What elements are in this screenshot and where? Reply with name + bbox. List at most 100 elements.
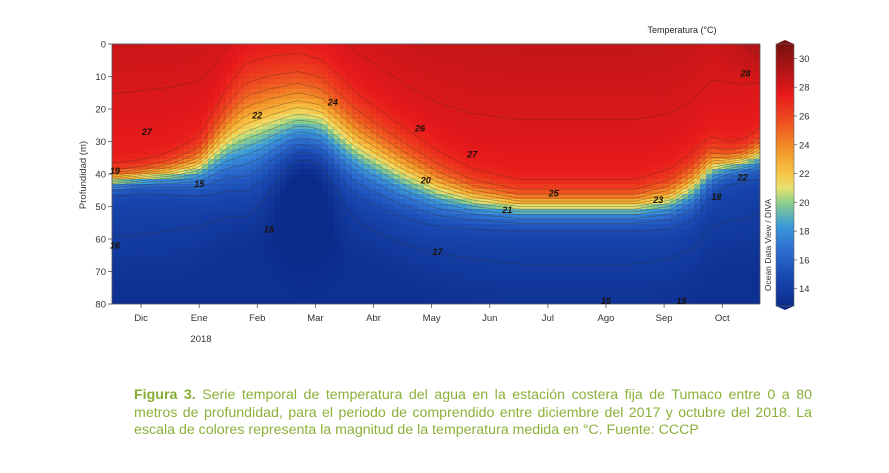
heatmap-cell — [406, 269, 413, 275]
heatmap-cell — [466, 104, 473, 110]
heatmap-cell — [496, 84, 503, 90]
heatmap-cell — [202, 109, 209, 115]
heatmap-cell — [604, 79, 611, 85]
heatmap-cell — [136, 219, 143, 225]
heatmap-cell — [754, 124, 760, 130]
heatmap-cell — [532, 79, 539, 85]
heatmap-cell — [736, 234, 743, 240]
heatmap-cell — [358, 239, 365, 245]
heatmap-cell — [616, 59, 623, 65]
heatmap-cell — [748, 84, 755, 90]
heatmap-cell — [358, 84, 365, 90]
heatmap-cell — [346, 134, 353, 140]
heatmap-cell — [514, 99, 521, 105]
heatmap-cell — [220, 229, 227, 235]
heatmap-cell — [406, 74, 413, 80]
heatmap-cell — [592, 109, 599, 115]
heatmap-cell — [148, 244, 155, 250]
heatmap-cell — [664, 259, 671, 265]
heatmap-cell — [664, 59, 671, 65]
heatmap-cell — [358, 109, 365, 115]
heatmap-cell — [436, 164, 443, 170]
heatmap-cell — [730, 49, 737, 55]
heatmap-cell — [190, 184, 197, 190]
heatmap-cell — [190, 84, 197, 90]
heatmap-cell — [178, 109, 185, 115]
heatmap-cell — [178, 209, 185, 215]
heatmap-cell — [574, 154, 581, 160]
heatmap-cell — [478, 254, 485, 260]
heatmap-cell — [580, 144, 587, 150]
heatmap-cell — [556, 84, 563, 90]
heatmap-cell — [502, 209, 509, 215]
heatmap-cell — [478, 109, 485, 115]
heatmap-cell — [532, 159, 539, 165]
heatmap-cell — [694, 174, 701, 180]
heatmap-cell — [634, 109, 641, 115]
heatmap-cell — [556, 199, 563, 205]
heatmap-cell — [586, 219, 593, 225]
heatmap-cell — [262, 194, 269, 200]
heatmap-cell — [268, 194, 275, 200]
heatmap-cell — [118, 254, 125, 260]
heatmap-cell — [544, 179, 551, 185]
heatmap-cell — [364, 174, 371, 180]
heatmap-cell — [214, 124, 221, 130]
heatmap-cell — [184, 219, 191, 225]
heatmap-cell — [592, 169, 599, 175]
heatmap-cell — [382, 69, 389, 75]
heatmap-cell — [316, 149, 323, 155]
heatmap-cell — [424, 199, 431, 205]
heatmap-cell — [604, 124, 611, 130]
heatmap-cell — [154, 139, 161, 145]
heatmap-cell — [550, 204, 557, 210]
heatmap-cell — [502, 74, 509, 80]
heatmap-cell — [364, 104, 371, 110]
heatmap-cell — [640, 204, 647, 210]
heatmap-cell — [592, 64, 599, 70]
heatmap-cell — [334, 229, 341, 235]
heatmap-cell — [526, 164, 533, 170]
heatmap-cell — [436, 249, 443, 255]
heatmap-cell — [742, 234, 749, 240]
heatmap-cell — [112, 269, 119, 275]
heatmap-cell — [568, 259, 575, 265]
heatmap-cell — [478, 124, 485, 130]
heatmap-cell — [478, 224, 485, 230]
heatmap-cell — [208, 139, 215, 145]
heatmap-cell — [274, 179, 281, 185]
heatmap-cell — [436, 79, 443, 85]
heatmap-cell — [400, 44, 407, 50]
heatmap-cell — [316, 89, 323, 95]
heatmap-cell — [586, 264, 593, 270]
heatmap-cell — [286, 169, 293, 175]
heatmap-cell — [382, 234, 389, 240]
heatmap-cell — [724, 229, 731, 235]
heatmap-cell — [160, 44, 167, 50]
heatmap-cell — [442, 154, 449, 160]
heatmap-cell — [250, 154, 257, 160]
heatmap-cell — [484, 204, 491, 210]
heatmap-cell — [160, 114, 167, 120]
heatmap-cell — [520, 269, 527, 275]
heatmap-cell — [208, 194, 215, 200]
heatmap-cell — [538, 199, 545, 205]
heatmap-cell — [196, 274, 203, 280]
heatmap-cell — [280, 169, 287, 175]
heatmap-cell — [688, 64, 695, 70]
heatmap-cell — [370, 219, 377, 225]
heatmap-cell — [628, 94, 635, 100]
heatmap-cell — [412, 49, 419, 55]
heatmap-cell — [262, 209, 269, 215]
heatmap-cell — [628, 254, 635, 260]
heatmap-cell — [280, 64, 287, 70]
heatmap-cell — [406, 59, 413, 65]
heatmap-cell — [484, 74, 491, 80]
heatmap-cell — [340, 259, 347, 265]
heatmap-cell — [148, 44, 155, 50]
heatmap-cell — [142, 119, 149, 125]
heatmap-cell — [436, 234, 443, 240]
heatmap-cell — [700, 109, 707, 115]
heatmap-cell — [580, 94, 587, 100]
heatmap-cell — [460, 59, 467, 65]
